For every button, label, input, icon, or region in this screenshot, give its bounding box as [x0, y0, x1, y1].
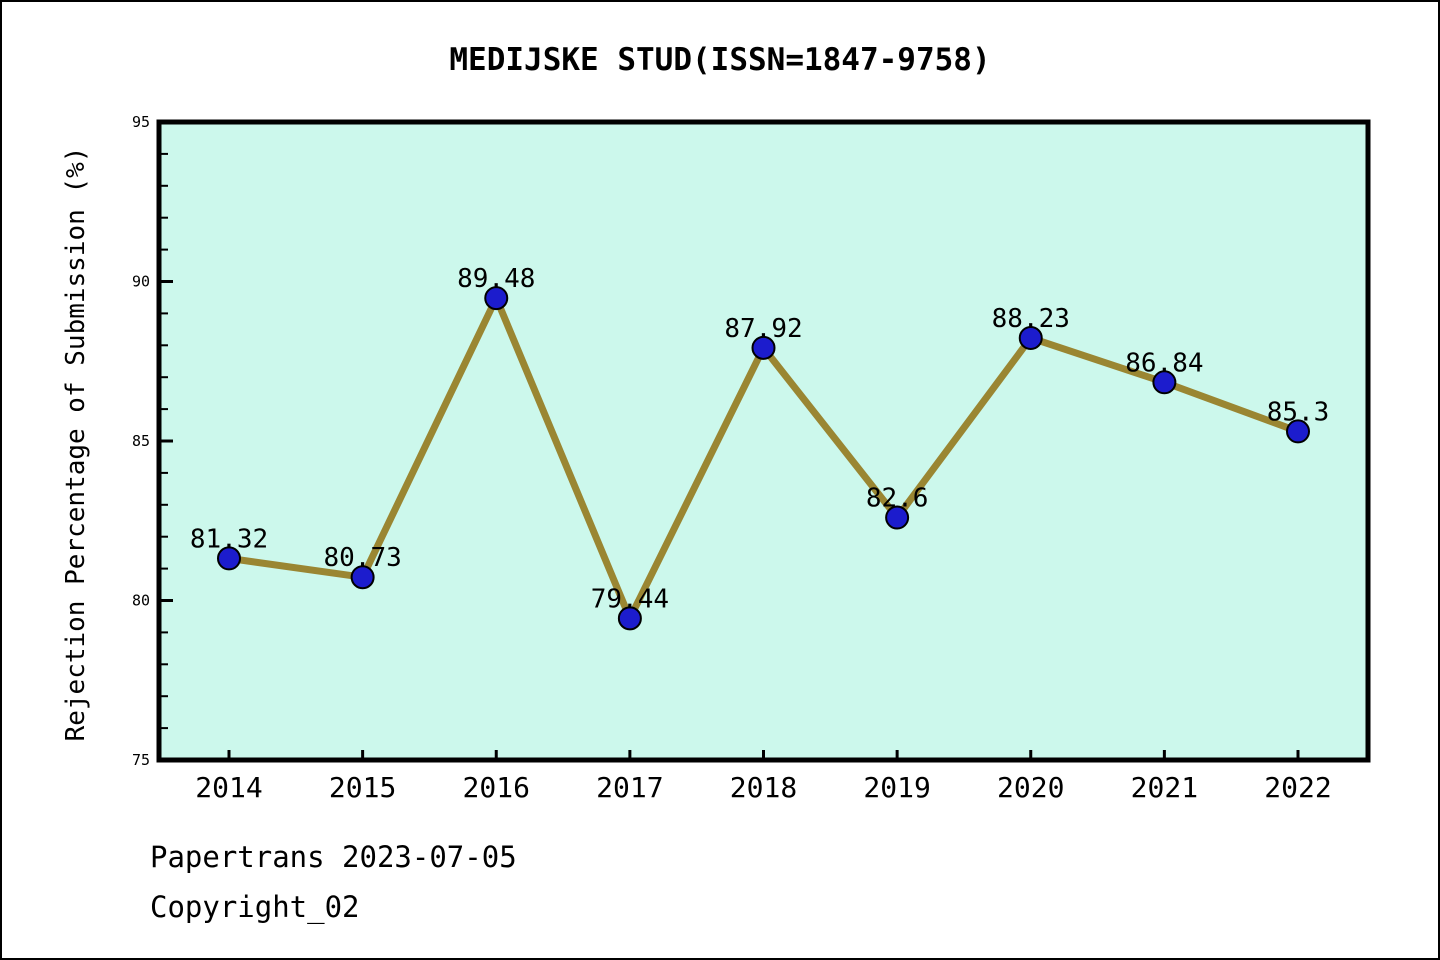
data-point — [350, 565, 375, 590]
data-point-label: 81.32 — [190, 524, 268, 554]
x-tick-label: 2022 — [1264, 771, 1331, 804]
data-point-label: 89.48 — [457, 264, 535, 294]
data-point-label: 86.84 — [1125, 348, 1203, 378]
y-tick-label: 85 — [132, 432, 150, 450]
x-tick-label: 2019 — [863, 771, 930, 804]
x-tick-label: 2016 — [463, 771, 530, 804]
y-tick-label: 80 — [132, 592, 150, 610]
footer-copyright: Copyright_02 — [150, 890, 360, 924]
data-point-label: 88.23 — [992, 304, 1070, 334]
data-point-label: 87.92 — [724, 314, 802, 344]
data-point-label: 79.44 — [591, 584, 669, 614]
data-point — [617, 606, 642, 631]
x-tick-label: 2017 — [596, 771, 663, 804]
data-point — [217, 546, 241, 571]
data-point — [1152, 370, 1177, 395]
x-tick-label: 2018 — [730, 771, 797, 804]
data-point — [1018, 325, 1043, 350]
plot-background — [159, 122, 1368, 760]
x-tick-label: 2021 — [1131, 771, 1198, 804]
plot-border — [156, 119, 1371, 763]
data-point-label: 82.6 — [866, 484, 929, 514]
x-tick-label: 2020 — [997, 771, 1064, 804]
footer-source-date: Papertrans 2023-07-05 — [150, 840, 517, 874]
y-tick-label: 95 — [132, 113, 150, 131]
y-tick-label: 75 — [132, 751, 150, 769]
data-point-label: 85.3 — [1267, 397, 1330, 427]
data-point — [1286, 419, 1310, 444]
y-tick-label: 90 — [132, 273, 150, 291]
data-point — [885, 505, 910, 530]
data-point-label: 80.73 — [323, 543, 401, 573]
data-point — [484, 286, 509, 311]
chart-title: MEDIJSKE STUD(ISSN=1847-9758) — [449, 42, 991, 78]
data-point — [751, 335, 776, 360]
x-tick-label: 2014 — [195, 771, 262, 804]
x-tick-label: 2015 — [329, 771, 396, 804]
